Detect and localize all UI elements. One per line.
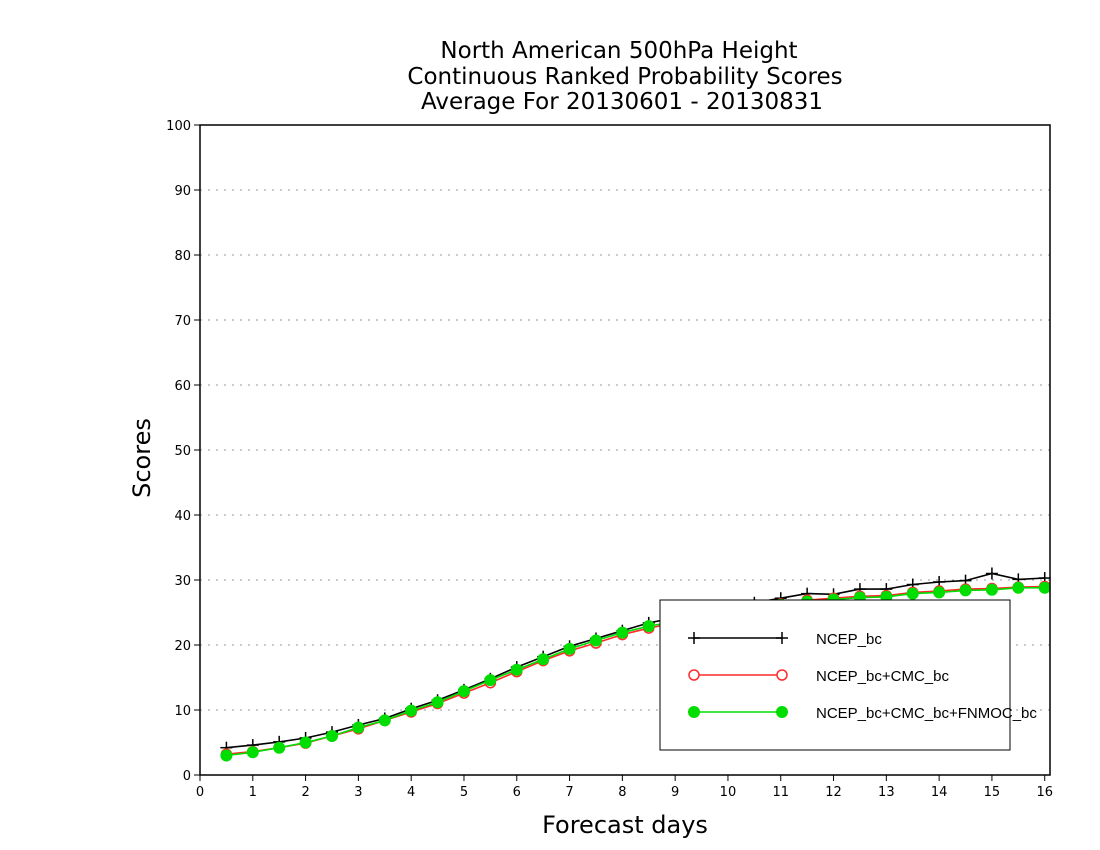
grid-lines [200,189,1050,711]
data-point-ncep-bc-cmc-bc-fnmoc-bc [510,663,523,676]
data-point-ncep-bc-cmc-bc-fnmoc-bc [959,584,972,597]
data-point-ncep-bc-cmc-bc-fnmoc-bc [431,696,444,709]
x-tick-label: 1 [249,785,257,800]
chart-title-line-3: Average For 20130601 - 20130831 [421,89,823,115]
data-point-ncep-bc-cmc-bc-fnmoc-bc [1012,581,1025,594]
legend-marker-start [688,669,700,681]
x-tick-label: 4 [407,785,415,800]
data-point-ncep-bc-cmc-bc-fnmoc-bc [616,626,629,639]
data-point-ncep-bc-cmc-bc-fnmoc-bc [563,642,576,655]
legend-label: NCEP_bc+CMC_bc+FNMOC_bc [816,705,1037,722]
legend-label: NCEP_bc [816,631,882,648]
data-point-ncep-bc-cmc-bc-fnmoc-bc [378,714,391,727]
y-tick-label: 70 [174,314,191,329]
y-tick-label: 20 [174,639,191,654]
data-point-ncep-bc-cmc-bc-fnmoc-bc [220,749,233,762]
x-tick-label: 8 [618,785,626,800]
legend-marker-end [776,632,788,644]
legend-marker-end [776,669,788,681]
data-point-ncep-bc-cmc-bc-fnmoc-bc [246,746,259,759]
legend-marker-start [688,706,700,718]
data-point-ncep-bc-cmc-bc-fnmoc-bc [299,736,312,749]
data-point-ncep-bc-cmc-bc-fnmoc-bc [457,685,470,698]
data-point-ncep-bc-cmc-bc-fnmoc-bc [405,704,418,717]
y-tick-label: 60 [174,379,191,394]
legend-item-ncep-bc: NCEP_bc [688,631,882,648]
data-point-ncep-bc-cmc-bc-fnmoc-bc [1038,581,1051,594]
data-point-ncep-bc-cmc-bc-fnmoc-bc [537,653,550,666]
chart-title-line-2: Continuous Ranked Probability Scores [407,64,842,90]
plot-frame [199,124,1051,776]
legend-item-ncep-bc-cmc-bc-fnmoc-bc: NCEP_bc+CMC_bc+FNMOC_bc [688,705,1037,722]
x-tick-label: 11 [772,785,789,800]
x-tick-label: 3 [354,785,362,800]
y-tick-label: 10 [174,704,191,719]
data-point-ncep-bc-cmc-bc-fnmoc-bc [642,620,655,633]
legend-item-ncep-bc-cmc-bc: NCEP_bc+CMC_bc [688,668,949,685]
data-point-ncep-bc-cmc-bc-fnmoc-bc [273,741,286,754]
y-tick-label: 30 [174,574,191,589]
legend: NCEP_bc NCEP_bc+CMC_bc NCEP_bc+CMC_bc+FNMO… [659,599,1037,751]
x-tick-label: 12 [825,785,842,800]
legend-marker-end [776,706,788,718]
x-tick-label: 13 [878,785,895,800]
x-tick-label: 2 [301,785,309,800]
y-tick-label: 40 [174,509,191,524]
data-point-ncep-bc-cmc-bc-fnmoc-bc [906,587,919,600]
x-tick-label: 7 [565,785,573,800]
y-tick-label: 0 [183,769,191,784]
y-tick-label: 90 [174,184,191,199]
legend-marker-start [688,632,700,644]
y-tick-label: 80 [174,249,191,264]
data-point-ncep-bc-cmc-bc-fnmoc-bc [484,674,497,687]
data-point-ncep-bc-cmc-bc-fnmoc-bc [589,634,602,647]
y-tick-label: 50 [174,444,191,459]
y-tick-label: 100 [166,119,191,134]
chart-title: North American 500hPa Height Continuous … [407,38,842,115]
data-point-ncep-bc-cmc-bc-fnmoc-bc [325,730,338,742]
x-tick-label: 10 [720,785,737,800]
data-point-ncep-bc [985,567,998,580]
x-tick-label: 14 [931,785,948,800]
x-tick-label: 6 [513,785,521,800]
data-point-ncep-bc-cmc-bc-fnmoc-bc [352,721,365,734]
x-axis-title: Forecast days [542,811,708,839]
data-point-ncep-bc-cmc-bc-fnmoc-bc [985,583,998,596]
x-tick-label: 16 [1036,785,1053,800]
data-point-ncep-bc-cmc-bc-fnmoc-bc [933,586,946,599]
x-tick-label: 15 [984,785,1001,800]
y-axis-title: Scores [128,418,156,498]
chart-title-line-1: North American 500hPa Height [440,38,797,64]
legend-label: NCEP_bc+CMC_bc [816,668,949,685]
x-tick-label: 0 [196,785,204,800]
x-tick-label: 5 [460,785,468,800]
x-tick-label: 9 [671,785,679,800]
